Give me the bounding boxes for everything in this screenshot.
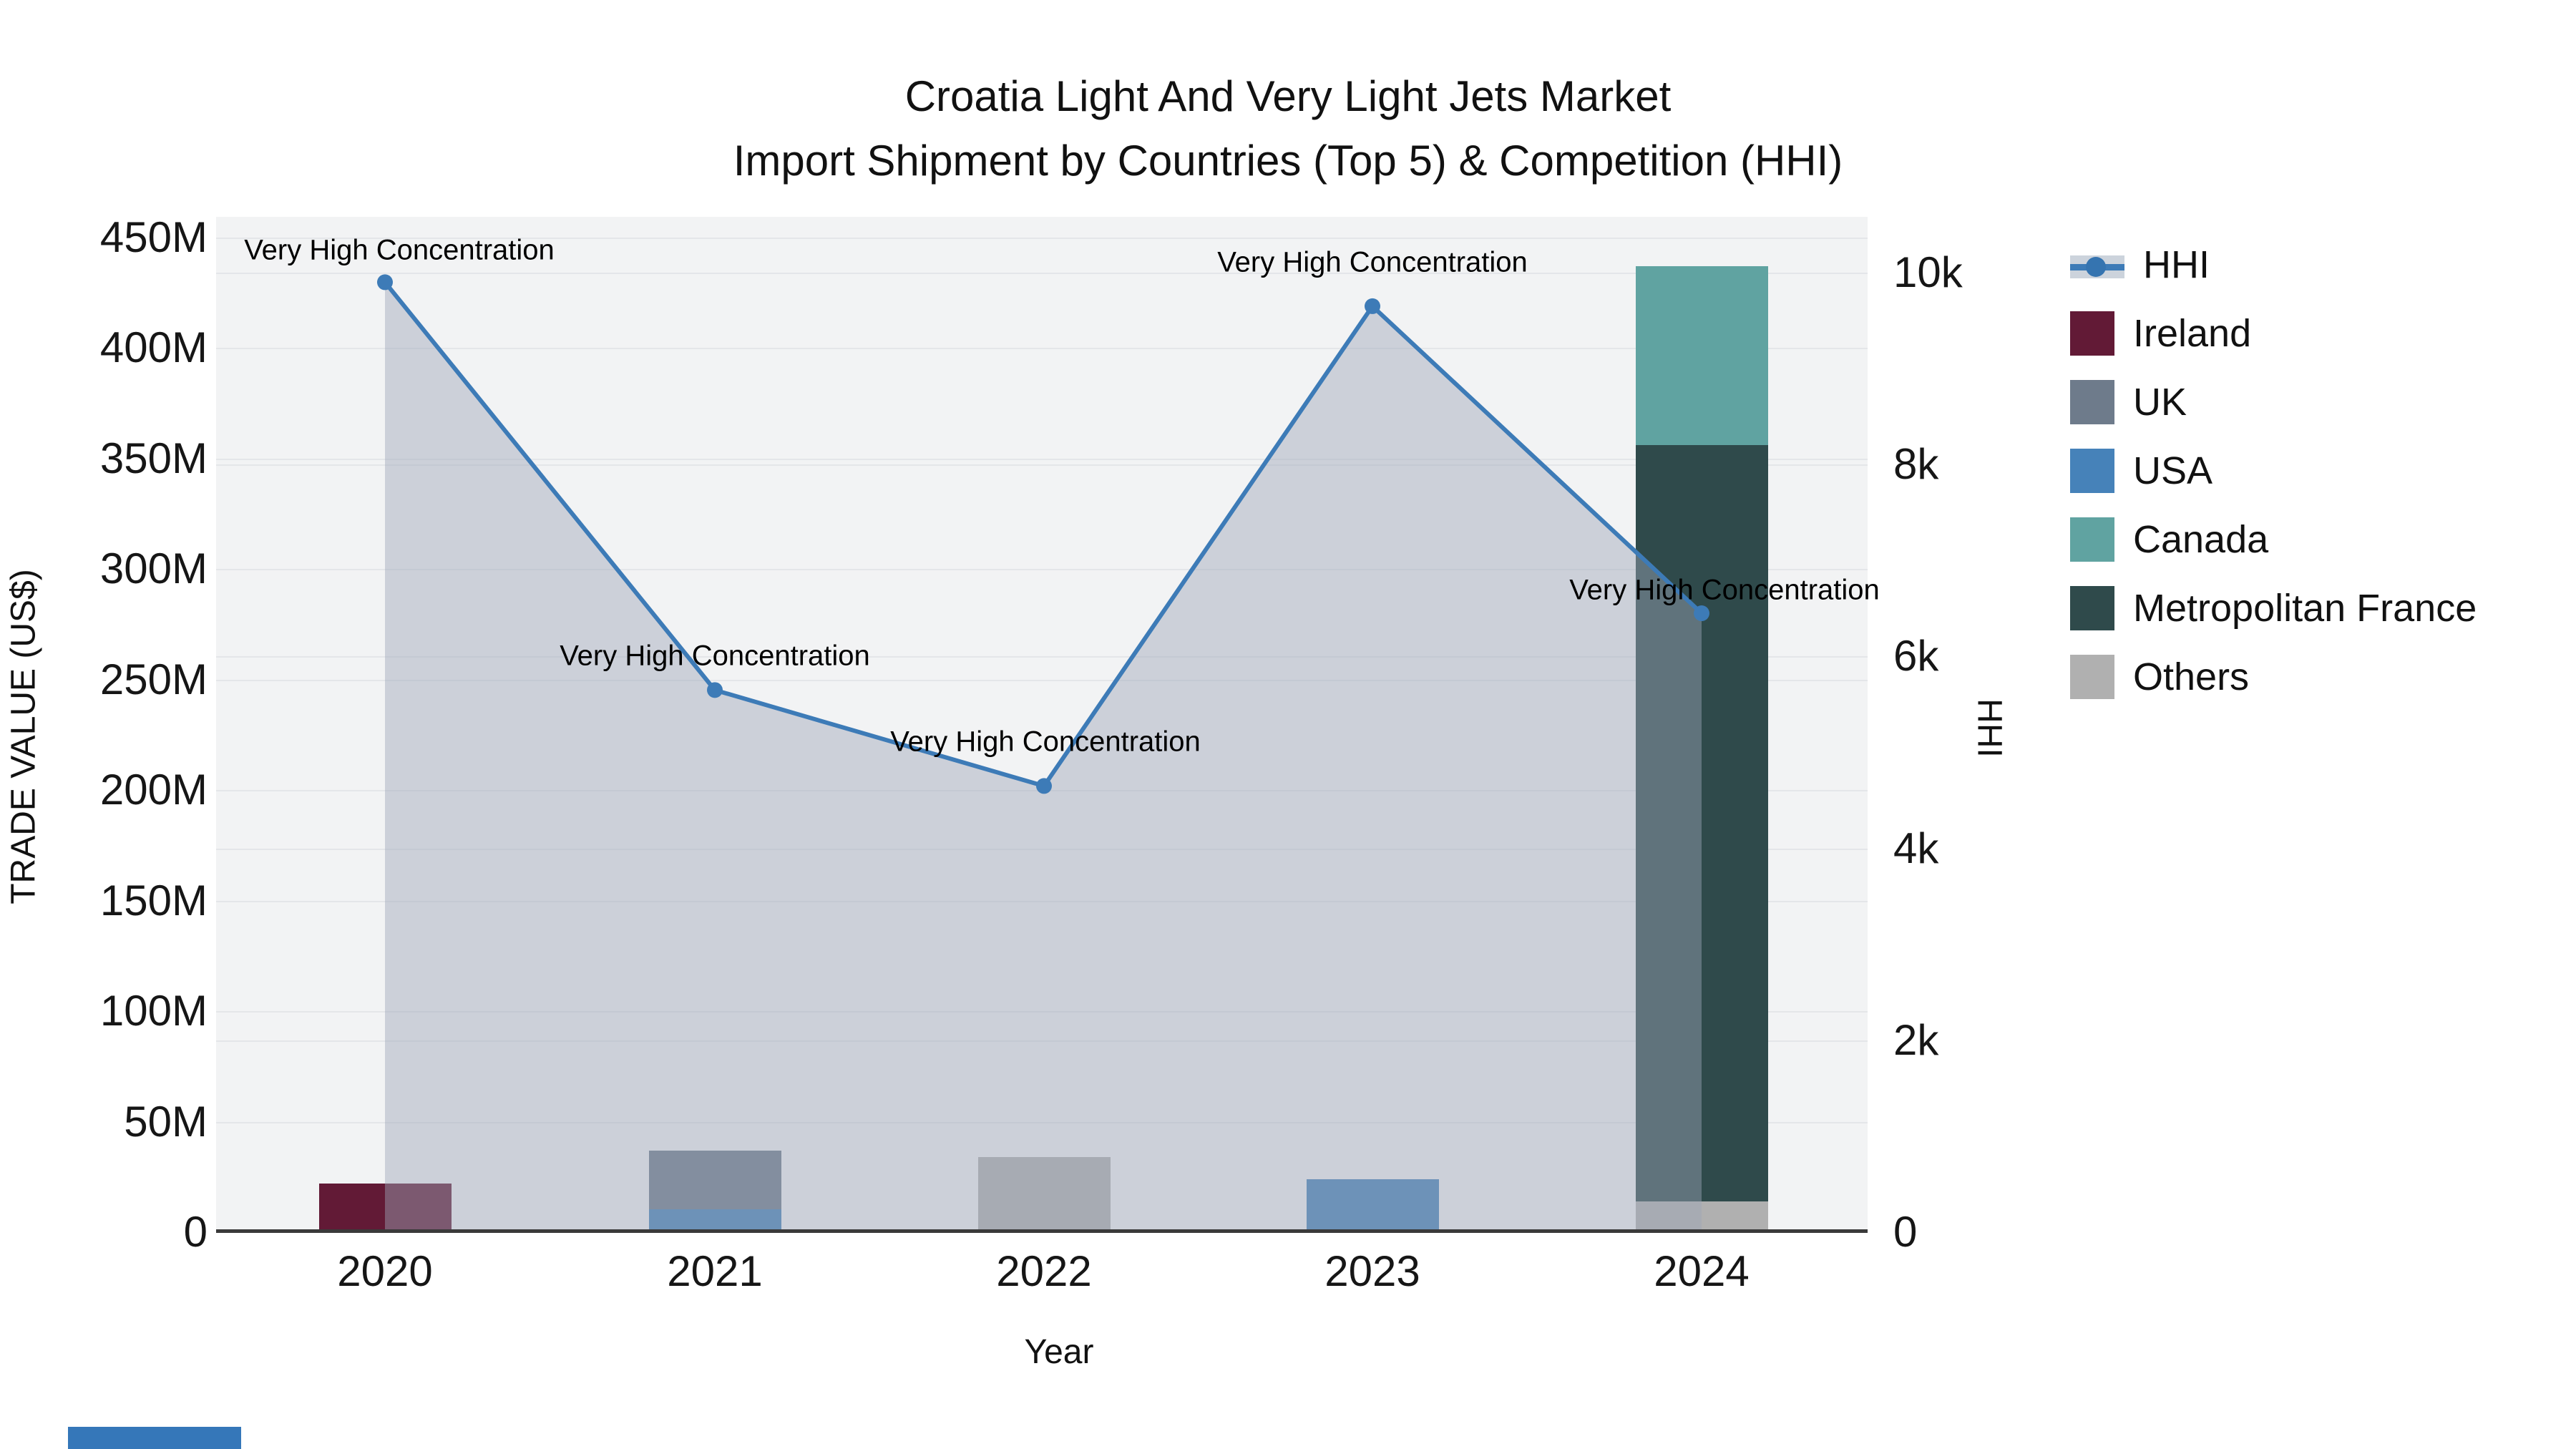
gridline-right-axis xyxy=(216,848,1868,850)
gridline-right-axis xyxy=(216,273,1868,274)
bar-2021-usa[interactable] xyxy=(648,1209,781,1232)
hhi-line-layer xyxy=(377,274,1709,1232)
legend-label: Canada xyxy=(2133,518,2269,561)
chart-title: Croatia Light And Very Light Jets Market xyxy=(904,72,1672,120)
legend-swatch-ireland xyxy=(2070,311,2114,356)
annotation-2020: Very High Concentration xyxy=(244,234,555,266)
y-left-tick-400M: 400M xyxy=(99,323,208,371)
y-right-tick-0: 0 xyxy=(1893,1208,1918,1256)
gridline-left-axis xyxy=(216,348,1868,349)
y-right-tick-2k: 2k xyxy=(1893,1015,1939,1064)
legend-swatch-uk xyxy=(2070,380,2114,424)
legend-item-usa[interactable]: USA xyxy=(2070,448,2212,494)
legend-label: HHI xyxy=(2143,243,2210,286)
x-tick-2021: 2021 xyxy=(667,1247,763,1295)
gridline-right-axis xyxy=(216,1040,1868,1042)
y-right-axis-title: HHI xyxy=(1970,698,2009,758)
x-tick-2024: 2024 xyxy=(1654,1247,1750,1295)
bar-2024-canada[interactable] xyxy=(1635,265,1768,445)
bottom-left-blue-strip xyxy=(68,1427,241,1449)
legend-item-canada[interactable]: Canada xyxy=(2070,517,2268,562)
hhi-point-2024[interactable] xyxy=(1694,605,1709,622)
legend-item-uk[interactable]: UK xyxy=(2070,379,2187,425)
y-left-tick-150M: 150M xyxy=(99,876,208,924)
annotation-2022: Very High Concentration xyxy=(890,726,1201,758)
legend-swatch-others xyxy=(2070,655,2114,699)
x-tick-2023: 2023 xyxy=(1324,1247,1420,1295)
gridline-left-axis xyxy=(216,569,1868,570)
annotation-2024: Very High Concentration xyxy=(1569,574,1880,606)
hhi-line-legend-symbol xyxy=(2070,243,2124,287)
gridline-right-axis xyxy=(216,656,1868,658)
y-right-tick-10k: 10k xyxy=(1893,248,1963,296)
bar-2022-others[interactable] xyxy=(977,1156,1111,1232)
y-left-axis-title: TRADE VALUE (US$) xyxy=(4,569,43,904)
bar-2020-ireland[interactable] xyxy=(318,1184,452,1232)
y-left-tick-100M: 100M xyxy=(99,987,208,1035)
y-left-tick-0: 0 xyxy=(183,1208,208,1256)
annotation-2021: Very High Concentration xyxy=(560,640,870,672)
y-left-tick-450M: 450M xyxy=(99,213,208,261)
legend-swatch-metropolitan-france xyxy=(2070,586,2114,630)
y-left-tick-50M: 50M xyxy=(124,1097,208,1146)
bar-2021-uk[interactable] xyxy=(648,1150,781,1209)
gridline-left-axis xyxy=(216,1011,1868,1013)
hhi-point-2022[interactable] xyxy=(1036,778,1052,794)
legend-item-others[interactable]: Others xyxy=(2070,654,2249,700)
x-axis-line xyxy=(216,1229,1868,1233)
y-left-tick-350M: 350M xyxy=(99,434,208,482)
legend-item-ireland[interactable]: Ireland xyxy=(2070,311,2251,356)
gridline-left-axis xyxy=(216,237,1868,239)
hhi-point-2020[interactable] xyxy=(377,274,393,291)
gridline-right-axis xyxy=(216,464,1868,467)
legend-label: Others xyxy=(2133,655,2250,698)
y-right-tick-8k: 8k xyxy=(1893,440,1939,489)
legend-swatch-usa xyxy=(2070,449,2114,493)
chart-subtitle: Import Shipment by Countries (Top 5) & C… xyxy=(733,137,1843,185)
gridline-left-axis xyxy=(216,900,1868,902)
plot-area: Very High Concentration Very High Concent… xyxy=(216,217,1880,1233)
y-right-tick-6k: 6k xyxy=(1893,632,1939,680)
y-left-tick-300M: 300M xyxy=(99,545,208,592)
legend-label: Ireland xyxy=(2133,312,2252,355)
legend-label: UK xyxy=(2133,381,2187,424)
bar-2024-others[interactable] xyxy=(1635,1201,1768,1232)
y-left-tick-200M: 200M xyxy=(99,766,208,814)
y-left-tick-250M: 250M xyxy=(99,655,208,703)
x-tick-2022: 2022 xyxy=(996,1247,1092,1295)
y-right-tick-4k: 4k xyxy=(1893,824,1939,872)
annotation-2023: Very High Concentration xyxy=(1217,246,1528,278)
bar-2023-usa[interactable] xyxy=(1306,1179,1439,1232)
x-axis-title: Year xyxy=(1024,1333,1094,1371)
gridline-left-axis xyxy=(216,458,1868,460)
legend-label: Metropolitan France xyxy=(2133,587,2477,630)
legend-item-metropolitan-france[interactable]: Metropolitan France xyxy=(2070,585,2477,631)
legend-swatch-canada xyxy=(2070,517,2114,562)
hhi-point-2021[interactable] xyxy=(707,682,723,698)
hhi-point-2023[interactable] xyxy=(1365,298,1380,314)
hhi-area-fill xyxy=(385,282,1702,1232)
gridline-left-axis xyxy=(216,1121,1868,1123)
gridline-left-axis xyxy=(216,679,1868,681)
x-tick-2020: 2020 xyxy=(337,1247,433,1295)
legend-label: USA xyxy=(2133,449,2213,492)
legend-item-hhi[interactable]: HHI xyxy=(2070,242,2210,288)
